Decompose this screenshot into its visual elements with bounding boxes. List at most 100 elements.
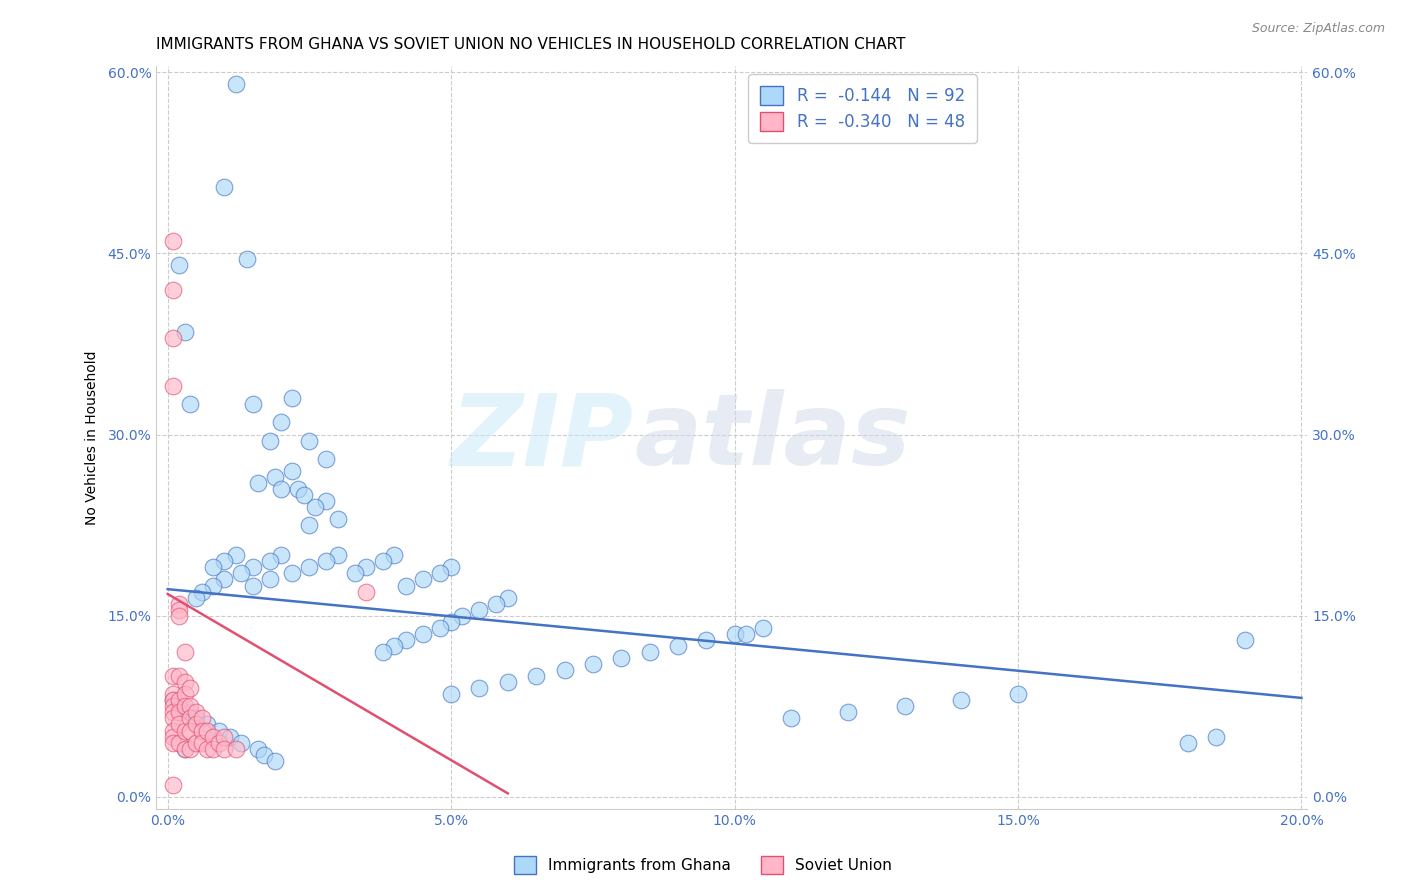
- Point: [371, 645, 394, 659]
- Point: [242, 578, 264, 592]
- Point: [162, 283, 184, 297]
- Point: [287, 482, 309, 496]
- Point: [173, 645, 195, 659]
- Point: [190, 723, 212, 738]
- Point: [666, 639, 689, 653]
- Point: [167, 669, 190, 683]
- Point: [270, 482, 292, 496]
- Point: [184, 706, 207, 720]
- Point: [167, 258, 190, 272]
- Point: [281, 391, 304, 405]
- Point: [315, 451, 337, 466]
- Point: [264, 470, 287, 484]
- Point: [1177, 736, 1199, 750]
- Point: [429, 566, 451, 581]
- Point: [735, 627, 758, 641]
- Point: [723, 627, 745, 641]
- Point: [315, 494, 337, 508]
- Point: [225, 549, 247, 563]
- Point: [242, 397, 264, 411]
- Point: [582, 657, 605, 671]
- Point: [384, 549, 406, 563]
- Point: [179, 706, 201, 720]
- Point: [610, 651, 633, 665]
- Point: [162, 736, 184, 750]
- Point: [162, 706, 184, 720]
- Point: [173, 741, 195, 756]
- Point: [184, 717, 207, 731]
- Point: [451, 608, 474, 623]
- Point: [162, 331, 184, 345]
- Point: [173, 687, 195, 701]
- Point: [197, 717, 219, 731]
- Point: [167, 736, 190, 750]
- Point: [214, 554, 236, 568]
- Point: [298, 560, 321, 574]
- Point: [412, 573, 434, 587]
- Point: [326, 512, 349, 526]
- Point: [259, 573, 281, 587]
- Point: [162, 693, 184, 707]
- Point: [167, 608, 190, 623]
- Point: [354, 584, 377, 599]
- Point: [893, 699, 915, 714]
- Point: [214, 741, 236, 756]
- Point: [162, 730, 184, 744]
- Point: [162, 234, 184, 248]
- Point: [264, 754, 287, 768]
- Point: [202, 741, 225, 756]
- Text: ZIP: ZIP: [451, 389, 634, 486]
- Point: [259, 434, 281, 448]
- Point: [225, 77, 247, 91]
- Point: [247, 475, 270, 490]
- Point: [496, 675, 519, 690]
- Point: [167, 706, 190, 720]
- Point: [304, 500, 326, 514]
- Point: [384, 639, 406, 653]
- Point: [179, 711, 201, 725]
- Point: [219, 730, 242, 744]
- Point: [202, 730, 225, 744]
- Point: [197, 741, 219, 756]
- Point: [496, 591, 519, 605]
- Point: [179, 397, 201, 411]
- Point: [638, 645, 661, 659]
- Point: [167, 597, 190, 611]
- Point: [162, 778, 184, 792]
- Point: [326, 549, 349, 563]
- Point: [950, 693, 973, 707]
- Point: [281, 566, 304, 581]
- Point: [167, 693, 190, 707]
- Point: [298, 518, 321, 533]
- Point: [440, 687, 463, 701]
- Point: [184, 591, 207, 605]
- Y-axis label: No Vehicles in Household: No Vehicles in Household: [86, 351, 100, 524]
- Legend: R =  -0.144   N = 92, R =  -0.340   N = 48: R = -0.144 N = 92, R = -0.340 N = 48: [748, 74, 977, 143]
- Point: [247, 741, 270, 756]
- Point: [214, 730, 236, 744]
- Text: atlas: atlas: [634, 389, 911, 486]
- Point: [179, 681, 201, 696]
- Point: [184, 711, 207, 725]
- Point: [354, 560, 377, 574]
- Point: [837, 706, 859, 720]
- Point: [167, 603, 190, 617]
- Point: [752, 621, 775, 635]
- Point: [440, 615, 463, 629]
- Point: [371, 554, 394, 568]
- Point: [395, 578, 418, 592]
- Point: [184, 736, 207, 750]
- Point: [208, 723, 231, 738]
- Point: [440, 560, 463, 574]
- Point: [270, 416, 292, 430]
- Point: [162, 699, 184, 714]
- Point: [225, 741, 247, 756]
- Point: [231, 736, 253, 750]
- Point: [173, 741, 195, 756]
- Point: [162, 723, 184, 738]
- Point: [1007, 687, 1029, 701]
- Point: [162, 711, 184, 725]
- Point: [270, 549, 292, 563]
- Point: [468, 681, 491, 696]
- Point: [173, 723, 195, 738]
